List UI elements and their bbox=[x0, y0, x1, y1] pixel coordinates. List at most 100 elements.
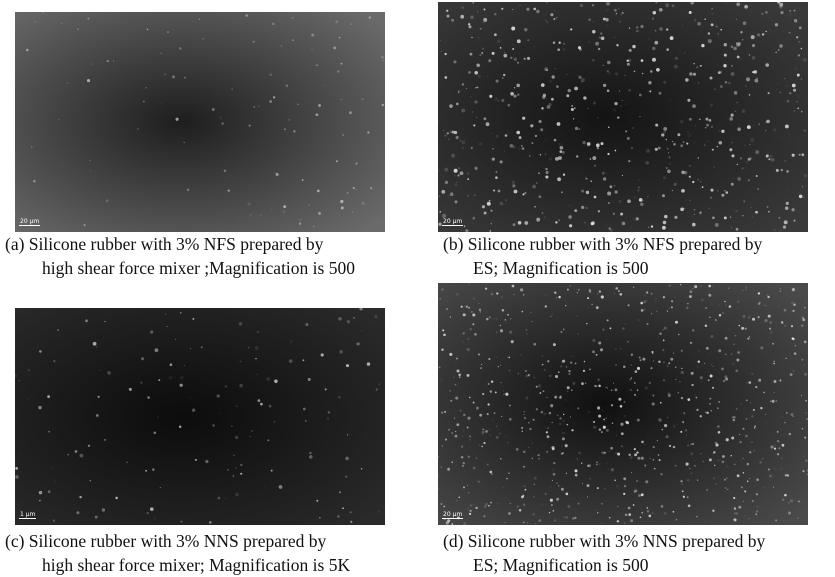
particle bbox=[483, 18, 487, 22]
particle bbox=[678, 334, 680, 336]
particle bbox=[560, 146, 564, 150]
particle bbox=[737, 127, 741, 131]
particle bbox=[585, 382, 587, 384]
particle bbox=[804, 178, 807, 181]
particle bbox=[577, 407, 579, 409]
particle bbox=[209, 521, 212, 524]
particle bbox=[767, 380, 768, 381]
particle bbox=[799, 27, 802, 30]
particle bbox=[666, 435, 669, 438]
particle bbox=[749, 94, 751, 96]
particle bbox=[549, 485, 552, 488]
particle bbox=[631, 377, 633, 379]
particle bbox=[632, 127, 634, 129]
particle bbox=[622, 100, 623, 101]
particle bbox=[311, 34, 314, 37]
caption-line: (c) Silicone rubber with 3% NNS prepared… bbox=[5, 529, 350, 553]
particle bbox=[668, 362, 670, 364]
particle bbox=[663, 176, 666, 179]
particle bbox=[492, 419, 493, 420]
particle bbox=[523, 414, 524, 415]
particle bbox=[15, 467, 18, 470]
particle bbox=[553, 18, 555, 20]
caption-line: (b) Silicone rubber with 3% NFS prepared… bbox=[443, 232, 762, 256]
particle bbox=[217, 497, 220, 500]
particle bbox=[302, 497, 303, 498]
particle bbox=[180, 312, 182, 314]
particle bbox=[269, 100, 272, 103]
particle bbox=[568, 215, 571, 218]
particle bbox=[725, 354, 726, 355]
particle bbox=[338, 317, 342, 321]
particle bbox=[730, 113, 733, 116]
particle bbox=[341, 99, 342, 100]
particle bbox=[481, 52, 483, 54]
particle bbox=[649, 90, 651, 92]
particle bbox=[763, 392, 765, 394]
particle bbox=[498, 366, 499, 367]
particle bbox=[793, 89, 796, 92]
particle bbox=[796, 483, 797, 484]
particle bbox=[628, 513, 631, 516]
particle bbox=[313, 226, 314, 227]
particle bbox=[785, 206, 788, 209]
particle bbox=[286, 84, 289, 87]
particle bbox=[488, 383, 490, 385]
particle bbox=[734, 513, 735, 514]
particle bbox=[574, 73, 576, 75]
particle bbox=[746, 418, 748, 420]
particle bbox=[803, 456, 804, 457]
particle bbox=[556, 482, 558, 484]
particle bbox=[565, 516, 567, 518]
particle bbox=[641, 457, 644, 460]
particle bbox=[703, 461, 704, 462]
particle bbox=[804, 373, 807, 376]
particle bbox=[681, 350, 683, 352]
particle bbox=[284, 128, 286, 130]
particle bbox=[460, 15, 464, 19]
particle bbox=[705, 325, 707, 327]
particle bbox=[663, 340, 665, 342]
particle bbox=[715, 443, 718, 446]
particle bbox=[350, 511, 352, 513]
particle bbox=[805, 302, 806, 303]
particle bbox=[603, 84, 606, 87]
particle bbox=[672, 141, 673, 142]
particle bbox=[39, 500, 40, 501]
particle bbox=[572, 356, 573, 357]
particle bbox=[775, 23, 778, 26]
particle bbox=[798, 154, 800, 156]
particle bbox=[539, 120, 542, 123]
particle bbox=[622, 327, 624, 329]
particle bbox=[774, 380, 777, 383]
particle bbox=[566, 424, 568, 426]
particle bbox=[731, 227, 732, 228]
particle bbox=[755, 150, 759, 154]
particle bbox=[473, 402, 475, 404]
particle bbox=[645, 474, 647, 476]
particle bbox=[258, 361, 259, 362]
particle bbox=[673, 511, 675, 513]
particle bbox=[689, 468, 690, 469]
particle bbox=[668, 156, 670, 158]
particle bbox=[192, 318, 194, 320]
particle bbox=[668, 307, 670, 309]
particle bbox=[687, 99, 690, 102]
particle bbox=[554, 292, 556, 294]
particle bbox=[489, 434, 490, 435]
particle bbox=[157, 417, 158, 418]
particle bbox=[616, 452, 617, 453]
particle bbox=[709, 316, 711, 318]
particle bbox=[749, 451, 751, 453]
particle bbox=[462, 341, 464, 343]
particle bbox=[658, 147, 661, 150]
particle bbox=[681, 171, 684, 174]
particle bbox=[571, 429, 573, 431]
particle bbox=[742, 215, 743, 216]
particle bbox=[457, 370, 460, 373]
particle bbox=[271, 209, 272, 210]
particle bbox=[801, 395, 802, 396]
particle bbox=[553, 343, 556, 346]
particle bbox=[667, 169, 671, 173]
particle bbox=[479, 309, 481, 311]
